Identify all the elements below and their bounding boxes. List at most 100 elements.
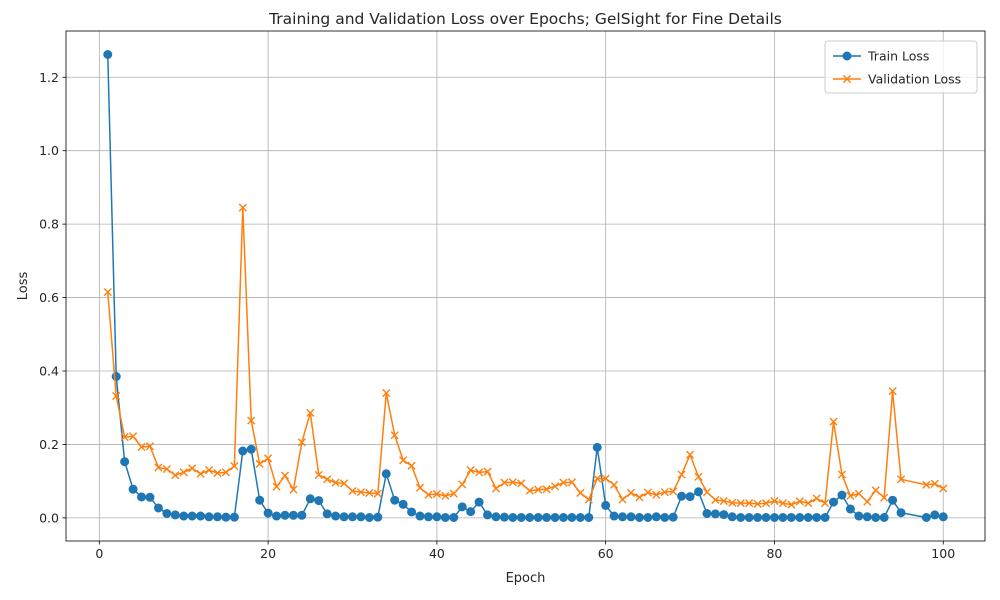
train-loss-point (533, 513, 543, 523)
train-loss-point (440, 513, 450, 523)
validation-loss-point (339, 479, 349, 488)
train-loss-point (693, 487, 703, 497)
marker-stroke (846, 491, 855, 500)
marker-stroke (432, 489, 441, 499)
train-loss-point (736, 513, 746, 523)
y-tick-label: 1.0 (39, 143, 59, 158)
validation-loss-point (804, 499, 813, 508)
train-loss-point (508, 513, 518, 523)
marker-stroke (896, 475, 906, 484)
train-loss-point (710, 509, 720, 519)
marker-stroke (694, 472, 703, 481)
validation-loss-point (542, 485, 551, 494)
train-loss-point (938, 512, 948, 522)
validation-loss-point (188, 464, 197, 473)
validation-loss-point (390, 431, 399, 440)
x-tick-label: 0 (95, 546, 103, 561)
marker-stroke (221, 468, 231, 477)
marker-stroke (770, 496, 779, 506)
train-loss-point (373, 512, 383, 522)
marker-stroke (365, 488, 374, 497)
train-loss-point (871, 513, 881, 523)
train-loss-point (702, 508, 712, 518)
marker-stroke (491, 484, 501, 493)
legend-entries: Train Loss Validation Loss (833, 49, 961, 87)
train-loss-point (120, 457, 130, 467)
marker-stroke (390, 431, 399, 440)
train-loss-point (483, 510, 493, 520)
validation-loss-point (525, 486, 534, 495)
marker-stroke (626, 488, 636, 497)
train-loss-point (297, 510, 307, 520)
marker-stroke (449, 489, 458, 498)
train-loss-point (744, 513, 754, 523)
y-tick-label: 0.8 (39, 217, 59, 232)
marker-stroke (289, 485, 298, 494)
train-loss-point (854, 511, 864, 521)
validation-loss-point (103, 287, 112, 297)
marker-stroke (466, 466, 475, 475)
marker-stroke (179, 468, 188, 477)
train-loss-point (212, 512, 222, 522)
train-loss-point (896, 508, 906, 518)
marker-stroke (238, 203, 247, 212)
validation-loss-point (145, 442, 155, 451)
marker-stroke (323, 475, 332, 484)
series-layer (103, 49, 948, 523)
marker-stroke (407, 461, 416, 470)
train-loss-point (246, 444, 256, 454)
train-loss-point (812, 513, 822, 523)
marker-stroke (880, 493, 889, 502)
marker-stroke (500, 478, 509, 487)
train-loss-point (314, 496, 324, 506)
y-axis-label: Loss (16, 272, 31, 301)
marker-stroke (837, 470, 847, 479)
marker-stroke (593, 474, 602, 483)
train-loss-point (786, 513, 796, 523)
validation-loss-point (652, 490, 661, 499)
validation-loss-point (297, 438, 306, 447)
x-tick-label: 80 (766, 546, 782, 561)
train-loss-point (280, 510, 290, 520)
validation-loss-point (787, 500, 796, 509)
train-loss-point (398, 499, 408, 509)
train-loss-point (651, 512, 661, 522)
validation-loss-point (247, 416, 256, 425)
validation-loss-point (171, 471, 180, 480)
marker-stroke (356, 488, 366, 497)
marker-stroke (348, 486, 357, 496)
validation-loss-point (896, 475, 906, 484)
train-loss-point (423, 512, 433, 522)
validation-loss-point (238, 203, 247, 212)
validation-loss-point (500, 478, 509, 487)
marker-stroke (685, 450, 695, 459)
validation-loss-point (356, 488, 366, 497)
marker-stroke (842, 74, 852, 84)
train-loss-point (803, 513, 813, 523)
marker-stroke (120, 432, 129, 442)
validation-loss-point (550, 482, 560, 491)
validation-loss-point (314, 470, 323, 480)
marker-stroke (255, 459, 264, 468)
x-tick-label: 40 (429, 546, 445, 561)
marker-stroke (213, 468, 222, 478)
validation-loss-point (289, 485, 298, 494)
marker-stroke (424, 490, 433, 499)
validation-loss-point (112, 391, 121, 401)
marker-stroke (669, 487, 678, 496)
train-loss-point (618, 512, 628, 522)
legend: Train Loss Validation Loss (824, 40, 978, 94)
train-loss-point (592, 442, 602, 452)
train-loss-point (263, 508, 273, 518)
train-loss-point (204, 512, 214, 522)
train-loss-point (820, 513, 830, 523)
validation-loss-point (424, 490, 433, 499)
validation-loss-point (677, 470, 686, 479)
marker-stroke (635, 493, 644, 502)
marker-stroke (458, 480, 467, 489)
y-tick-label: 0.0 (39, 510, 59, 525)
validation-loss-point (137, 442, 146, 452)
train-loss-point (390, 495, 400, 505)
validation-loss-point (930, 479, 939, 488)
